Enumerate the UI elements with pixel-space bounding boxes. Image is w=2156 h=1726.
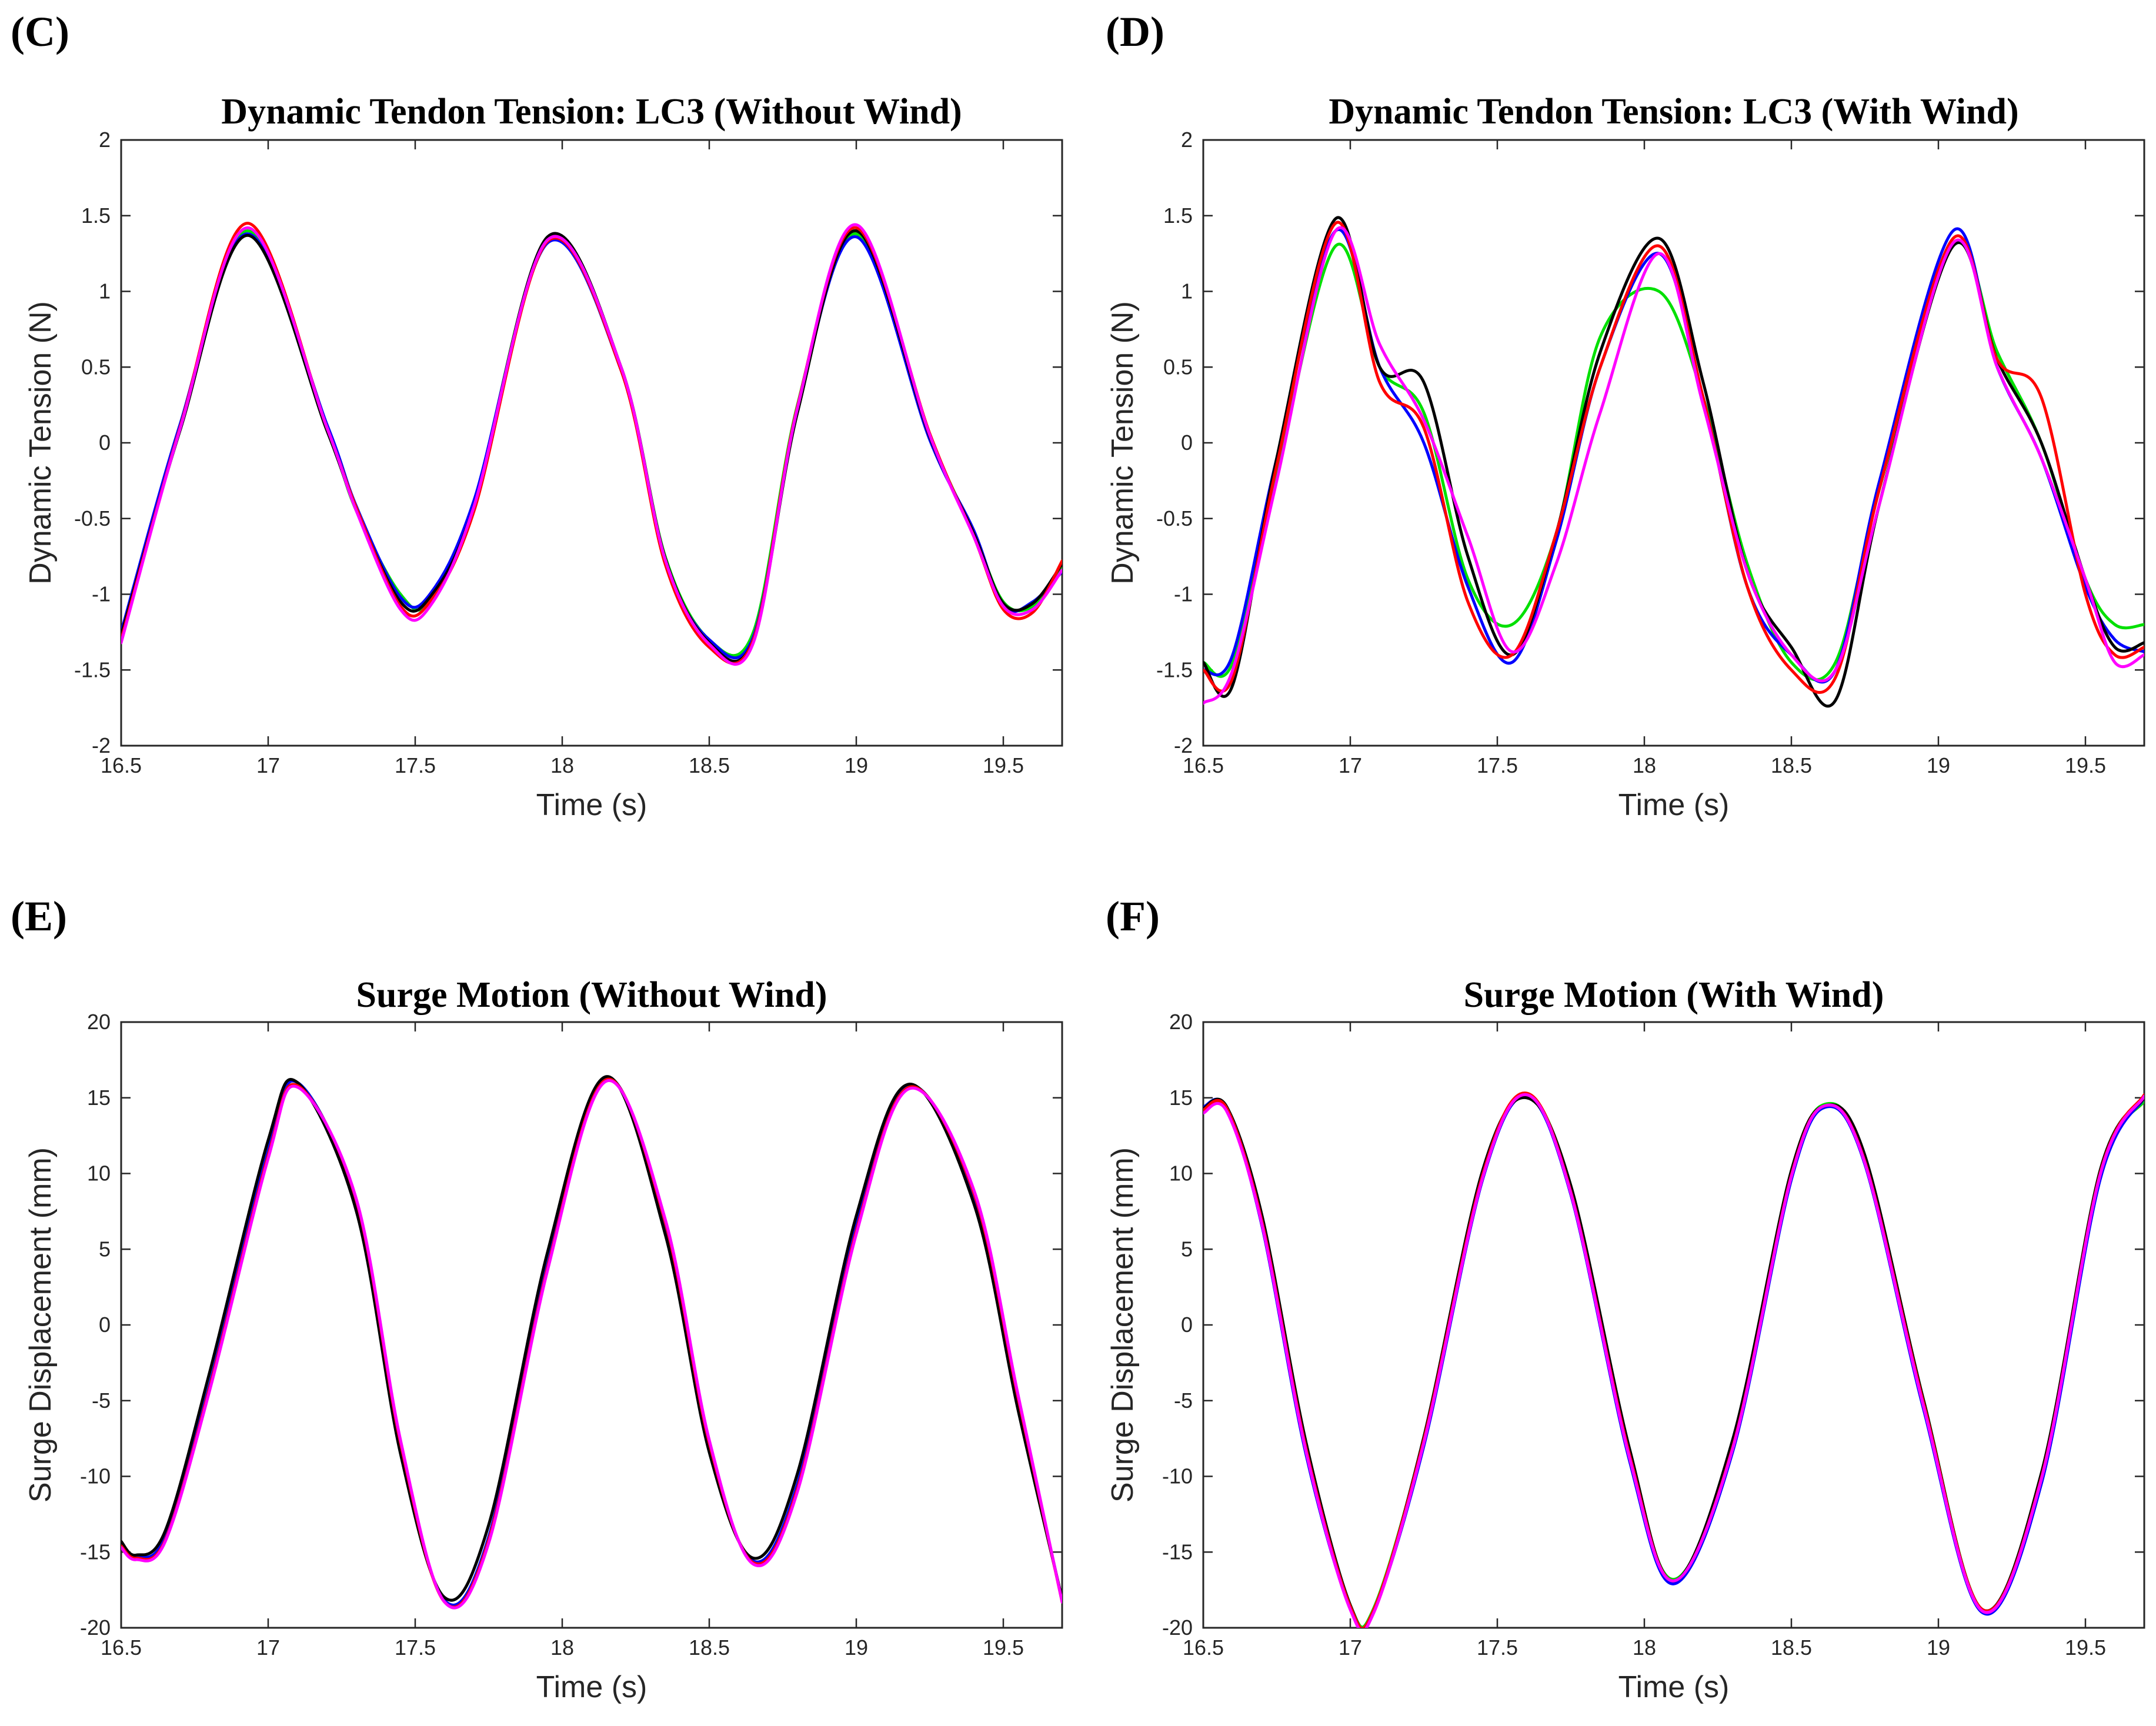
y-tick-label: 20 xyxy=(87,1010,111,1034)
plot-area xyxy=(120,139,1063,747)
plot-area xyxy=(1202,139,2145,747)
y-tick-label: 15 xyxy=(1169,1086,1193,1110)
x-tick-label: 17.5 xyxy=(1477,1635,1518,1660)
y-tick-label: -2 xyxy=(92,733,111,757)
x-tick-label: 19.5 xyxy=(2065,753,2106,777)
x-tick-label: 18 xyxy=(550,1635,574,1660)
y-tick-label: 1 xyxy=(99,279,111,303)
x-tick-label: 19 xyxy=(1927,753,1950,777)
y-tick-label: -10 xyxy=(1162,1464,1193,1488)
y-tick-label: 5 xyxy=(1181,1237,1193,1261)
x-tick-label: 17.5 xyxy=(1477,753,1518,777)
y-tick-label: -1 xyxy=(92,582,111,606)
x-tick-label: 19.5 xyxy=(2065,1635,2106,1660)
y-tick-label: 1 xyxy=(1181,279,1193,303)
y-tick-label: -1 xyxy=(1174,582,1193,606)
y-tick-label: -0.5 xyxy=(74,506,111,530)
y-tick-label: -1.5 xyxy=(1156,657,1193,682)
series-line-magenta xyxy=(1203,1093,2144,1628)
y-tick-label: 0 xyxy=(99,1313,111,1337)
x-tick-label: 18.5 xyxy=(1771,1635,1812,1660)
series-line-green xyxy=(1203,241,2144,682)
y-axis-label: Surge Displacement (mm) xyxy=(1106,1147,1140,1503)
x-tick-label: 19 xyxy=(845,1635,868,1660)
y-tick-label: 10 xyxy=(1169,1161,1193,1186)
x-tick-label: 17 xyxy=(256,753,280,777)
series-group xyxy=(121,222,1062,666)
y-tick-label: 0 xyxy=(1181,430,1193,455)
x-tick-label: 19 xyxy=(845,753,868,777)
x-tick-label: 18 xyxy=(1633,1635,1656,1660)
y-axis-label: Surge Displacement (mm) xyxy=(24,1147,58,1503)
panel-letter: (D) xyxy=(1106,8,1164,55)
y-tick-label: 15 xyxy=(87,1086,111,1110)
panel-letter: (F) xyxy=(1106,893,1160,940)
series-group xyxy=(121,1075,1062,1610)
series-line-magenta xyxy=(121,223,1062,666)
x-tick-label: 19.5 xyxy=(983,753,1024,777)
chart-panel-3: (E) Surge Motion (Without Wind) 16.5 17 17.5… xyxy=(11,893,1063,1704)
y-tick-label: 2 xyxy=(1181,128,1193,152)
x-tick-label: 18.5 xyxy=(689,1635,730,1660)
chart-panel-2: (D) Dynamic Tendon Tension: LC3 (With Win… xyxy=(1106,8,2145,822)
series-line-magenta xyxy=(121,1079,1062,1610)
y-tick-label: 0 xyxy=(99,430,111,455)
y-tick-label: -20 xyxy=(1162,1615,1193,1640)
chart-title: Surge Motion (Without Wind) xyxy=(356,975,827,1015)
series-line-black xyxy=(121,1075,1062,1602)
x-axis-label: Time (s) xyxy=(536,788,648,822)
series-line-magenta xyxy=(1203,226,2144,705)
y-tick-label: -0.5 xyxy=(1156,506,1193,530)
y-tick-label: -1.5 xyxy=(74,657,111,682)
x-tick-label: 16.5 xyxy=(101,753,142,777)
y-tick-label: 5 xyxy=(99,1237,111,1261)
plot-area xyxy=(120,1021,1063,1629)
y-tick-label: 0 xyxy=(1181,1313,1193,1337)
plot-area xyxy=(1202,1021,2145,1629)
y-tick-label: -15 xyxy=(1162,1540,1193,1564)
y-axis-label: Dynamic Tension (N) xyxy=(24,301,58,585)
x-tick-label: 19 xyxy=(1927,1635,1950,1660)
y-tick-label: -10 xyxy=(80,1464,111,1488)
y-tick-label: -15 xyxy=(80,1540,111,1564)
y-tick-label: -20 xyxy=(80,1615,111,1640)
panel-letter: (C) xyxy=(11,8,69,55)
y-tick-label: 0.5 xyxy=(81,355,111,379)
x-tick-label: 18 xyxy=(1633,753,1656,777)
x-tick-label: 18.5 xyxy=(1771,753,1812,777)
x-tick-label: 17.5 xyxy=(395,753,436,777)
x-tick-label: 17 xyxy=(1339,753,1362,777)
chart-title: Surge Motion (With Wind) xyxy=(1464,975,1884,1015)
x-tick-label: 16.5 xyxy=(101,1635,142,1660)
series-group xyxy=(1203,216,2144,708)
x-tick-label: 16.5 xyxy=(1183,753,1224,777)
x-axis-label: Time (s) xyxy=(1618,788,1730,822)
x-tick-label: 19.5 xyxy=(983,1635,1024,1660)
x-tick-label: 17.5 xyxy=(395,1635,436,1660)
x-axis-label: Time (s) xyxy=(536,1670,648,1704)
x-tick-label: 18.5 xyxy=(689,753,730,777)
y-tick-label: 10 xyxy=(87,1161,111,1186)
y-tick-label: 1.5 xyxy=(1163,203,1193,228)
y-tick-label: 0.5 xyxy=(1163,355,1193,379)
x-tick-label: 18 xyxy=(550,753,574,777)
y-tick-label: -5 xyxy=(1174,1388,1193,1413)
y-tick-label: -2 xyxy=(1174,733,1193,757)
chart-title: Dynamic Tendon Tension: LC3 (Without Win… xyxy=(221,92,962,132)
chart-panel-1: (C) Dynamic Tendon Tension: LC3 (Without … xyxy=(11,8,1063,822)
panel-letter: (E) xyxy=(11,893,67,940)
x-tick-label: 16.5 xyxy=(1183,1635,1224,1660)
chart-title: Dynamic Tendon Tension: LC3 (With Wind) xyxy=(1329,92,2018,132)
y-tick-label: 1.5 xyxy=(81,203,111,228)
y-tick-label: 20 xyxy=(1169,1010,1193,1034)
y-tick-label: -5 xyxy=(92,1388,111,1413)
y-axis-label: Dynamic Tension (N) xyxy=(1106,301,1140,585)
series-group xyxy=(1203,1091,2144,1628)
chart-panel-4: (F) Surge Motion (With Wind) 16.5 17 17.5 18 1… xyxy=(1106,893,2145,1704)
x-tick-label: 17 xyxy=(1339,1635,1362,1660)
x-axis-label: Time (s) xyxy=(1618,1670,1730,1704)
y-tick-label: 2 xyxy=(99,128,111,152)
x-tick-label: 17 xyxy=(256,1635,280,1660)
